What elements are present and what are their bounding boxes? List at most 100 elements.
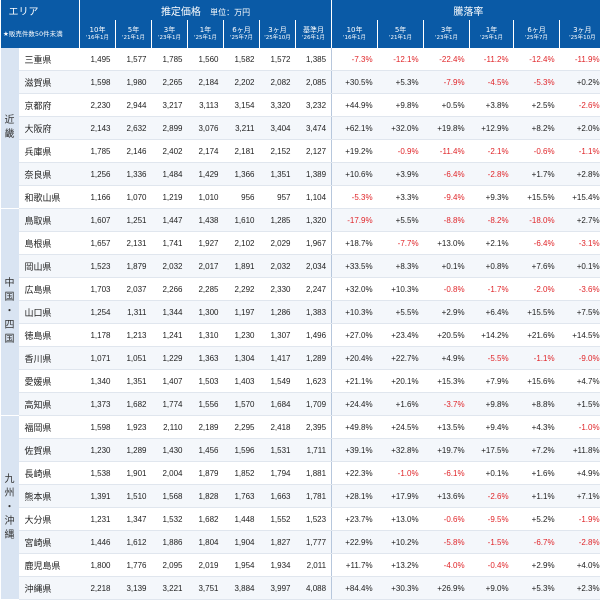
price-cell: 1,484: [152, 163, 188, 186]
price-column-header: 6ヶ月'25年7月: [224, 20, 260, 48]
price-cell: 2,295: [224, 416, 260, 439]
change-column-header: 3年'23年1月: [424, 20, 470, 48]
change-cell: +22.7%: [378, 347, 424, 370]
price-cell: 1,582: [224, 48, 260, 71]
price-cell: 1,254: [80, 301, 116, 324]
price-column-header-month: '16年1月: [80, 34, 115, 42]
change-cell: -0.4%: [470, 554, 514, 577]
change-column-header-month: '23年1月: [424, 34, 469, 42]
price-cell: 1,417: [260, 347, 296, 370]
price-cell: 2,184: [188, 71, 224, 94]
change-column-header: 5年'21年1月: [378, 20, 424, 48]
price-cell: 1,879: [188, 462, 224, 485]
price-cell: 1,429: [188, 163, 224, 186]
change-cell: -12.4%: [514, 48, 560, 71]
price-cell: 1,071: [80, 347, 116, 370]
change-cell: +15.4%: [560, 186, 600, 209]
price-cell: 1,251: [116, 209, 152, 232]
change-cell: +21.6%: [514, 324, 560, 347]
change-cell: +1.6%: [514, 462, 560, 485]
price-cell: 1,523: [296, 508, 332, 531]
change-cell: +2.1%: [470, 232, 514, 255]
change-cell: +2.3%: [560, 577, 600, 600]
change-column-header-month: '21年1月: [378, 34, 423, 42]
change-cell: -2.1%: [470, 140, 514, 163]
price-cell: 1,901: [116, 462, 152, 485]
price-column-header: 基準月'26年1月: [296, 20, 332, 48]
change-cell: -11.4%: [424, 140, 470, 163]
change-cell: +14.2%: [470, 324, 514, 347]
price-cell: 1,510: [116, 485, 152, 508]
price-cell: 2,218: [80, 577, 116, 600]
change-cell: -3.6%: [560, 278, 600, 301]
change-cell: -0.9%: [378, 140, 424, 163]
change-cell: +13.0%: [378, 508, 424, 531]
price-column-header-period: 6ヶ月: [224, 26, 259, 34]
price-cell: 1,447: [152, 209, 188, 232]
price-cell: 1,954: [224, 554, 260, 577]
change-cell: +32.0%: [332, 278, 378, 301]
change-cell: +0.1%: [560, 255, 600, 278]
change-column-header-month: '25年1月: [470, 34, 513, 42]
change-cell: -11.9%: [560, 48, 600, 71]
price-cell: 1,556: [188, 393, 224, 416]
price-cell: 1,570: [224, 393, 260, 416]
change-cell: +32.0%: [378, 117, 424, 140]
change-cell: +18.7%: [332, 232, 378, 255]
price-cell: 1,495: [80, 48, 116, 71]
price-cell: 1,403: [224, 370, 260, 393]
change-cell: -6.1%: [424, 462, 470, 485]
price-cell: 1,351: [260, 163, 296, 186]
price-cell: 1,229: [152, 347, 188, 370]
price-cell: 1,781: [296, 485, 332, 508]
price-cell: 1,610: [224, 209, 260, 232]
change-cell: -17.9%: [332, 209, 378, 232]
change-column-header-period: 3ヶ月: [560, 26, 600, 34]
price-cell: 1,166: [80, 186, 116, 209]
price-cell: 1,104: [296, 186, 332, 209]
prefecture-name: 和歌山県: [19, 186, 80, 209]
price-cell: 2,418: [260, 416, 296, 439]
change-cell: -6.4%: [424, 163, 470, 186]
area-note: ★販売件数50件未満: [1, 20, 80, 48]
price-cell: 1,503: [188, 370, 224, 393]
price-column-header-period: 基準月: [296, 26, 331, 34]
change-cell: +4.7%: [560, 370, 600, 393]
change-cell: +15.6%: [514, 370, 560, 393]
change-cell: +5.2%: [514, 508, 560, 531]
price-column-header: 10年'16年1月: [80, 20, 116, 48]
price-cell: 1,776: [116, 554, 152, 577]
price-cell: 1,496: [296, 324, 332, 347]
change-column-header-period: 1年: [470, 26, 513, 34]
price-column-header-period: 3年: [152, 26, 187, 34]
prefecture-name: 長崎県: [19, 462, 80, 485]
prefecture-name: 香川県: [19, 347, 80, 370]
header-row-top: エリア 推定価格 単位：万円 騰落率: [1, 0, 600, 20]
change-cell: +2.8%: [560, 163, 600, 186]
price-cell: 1,448: [224, 508, 260, 531]
change-cell: -7.7%: [378, 232, 424, 255]
change-cell: -0.8%: [424, 278, 470, 301]
change-cell: +7.9%: [470, 370, 514, 393]
region-label-char: ・: [1, 305, 19, 319]
prefecture-name: 広島県: [19, 278, 80, 301]
prefecture-name: 三重県: [19, 48, 80, 71]
change-cell: +5.5%: [378, 209, 424, 232]
price-column-header: 1年'25年1月: [188, 20, 224, 48]
region-label: 九州・沖縄: [1, 416, 19, 600]
change-cell: +14.5%: [560, 324, 600, 347]
change-cell: +5.3%: [378, 71, 424, 94]
price-cell: 1,927: [188, 232, 224, 255]
change-cell: +17.9%: [378, 485, 424, 508]
price-cell: 2,330: [260, 278, 296, 301]
change-cell: +12.9%: [470, 117, 514, 140]
price-cell: 1,904: [224, 531, 260, 554]
price-cell: 1,879: [116, 255, 152, 278]
